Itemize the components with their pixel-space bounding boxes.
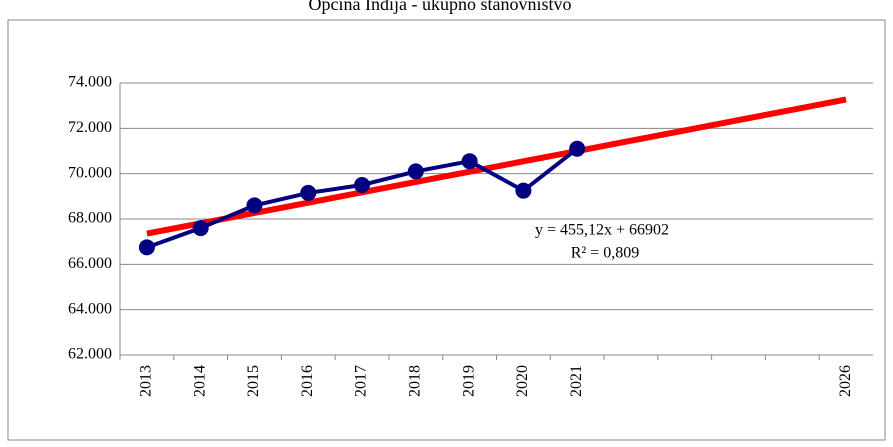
data-point xyxy=(192,220,209,237)
y-tick-label: 72.000 xyxy=(68,119,112,136)
x-tick-label: 2018 xyxy=(406,365,423,397)
data-point xyxy=(515,182,532,199)
annotation: y = 455,12x + 66902 xyxy=(535,222,669,239)
data-point xyxy=(407,163,424,180)
annotation: R² = 0,809 xyxy=(571,245,640,262)
x-tick-label: 2015 xyxy=(245,365,262,397)
x-tick-label: 2014 xyxy=(191,365,208,397)
y-tick-label: 62.000 xyxy=(68,346,112,363)
x-tick-label: 2013 xyxy=(138,365,155,397)
x-tick-label: 2017 xyxy=(353,365,370,397)
x-tick-label: 2019 xyxy=(460,365,477,397)
trend-line xyxy=(146,96,847,237)
x-tick-label: 2020 xyxy=(514,365,531,397)
x-tick-label: 2016 xyxy=(299,365,316,397)
y-tick-label: 68.000 xyxy=(68,210,112,227)
data-point xyxy=(461,153,478,170)
data-point xyxy=(300,184,317,201)
x-tick-label: 2026 xyxy=(837,365,854,397)
data-point xyxy=(354,177,371,193)
data-point xyxy=(138,239,155,256)
y-tick-label: 74.000 xyxy=(68,74,112,91)
chart-title: Općina Inđija - ukupno stanovništvo xyxy=(309,0,572,14)
y-tick-label: 70.000 xyxy=(68,164,112,181)
y-tick-label: 64.000 xyxy=(68,300,112,317)
y-tick-label: 66.000 xyxy=(68,255,112,272)
x-tick-label: 2021 xyxy=(568,365,585,397)
data-point xyxy=(246,197,263,214)
data-point xyxy=(569,140,586,157)
